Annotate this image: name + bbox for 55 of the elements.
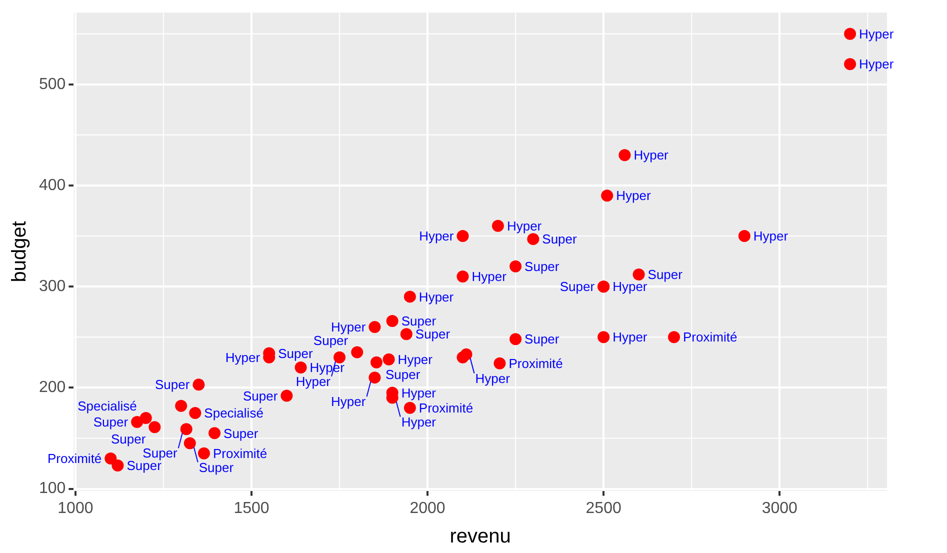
annotation: Proximité [682, 330, 738, 345]
y-tick-label: 500 [38, 76, 66, 93]
annotation: Hyper [401, 414, 437, 430]
annotation: Super [560, 279, 596, 294]
annotation: Hyper [859, 26, 894, 42]
annotation: Proximité [508, 356, 563, 371]
annotation: Hyper [753, 228, 789, 244]
y-tick-label: 200 [38, 379, 66, 396]
annotation: Super [224, 426, 259, 441]
annotation: Proximité [212, 446, 268, 461]
annotation: Hyper [612, 279, 648, 294]
annotation: Super [198, 460, 234, 475]
x-tick-label: 2500 [586, 500, 622, 517]
annotation: Super [415, 326, 451, 342]
annotation: Hyper [225, 350, 261, 365]
annotation: Hyper [331, 394, 366, 410]
annotation: Proximité [47, 451, 102, 466]
annotation: Super [278, 346, 314, 361]
annotation: Specialisé [78, 398, 137, 414]
annotation: Proximité [418, 400, 474, 416]
annotation: Super [243, 388, 278, 404]
annotation: Hyper [506, 218, 542, 234]
x-tick-label: 1000 [58, 500, 94, 517]
annotation: Super [648, 267, 684, 282]
y-axis-title: budget [8, 220, 31, 282]
annotation: Hyper [419, 228, 454, 244]
annotation: Hyper [612, 330, 648, 345]
annotation: Super [524, 258, 560, 274]
annotation: Super [524, 332, 560, 347]
annotation: Hyper [472, 269, 508, 284]
annotation: Hyper [634, 148, 670, 163]
annotation: Super [154, 377, 190, 392]
annotation: Specialisé [204, 406, 264, 421]
annotation: Super [110, 432, 146, 447]
y-tick-label: 400 [38, 176, 66, 194]
annotation: Hyper [859, 56, 894, 72]
annotation: Super [126, 458, 162, 474]
x-tick-label: 1500 [234, 500, 270, 517]
annotation: Super [93, 414, 129, 430]
x-axis-title: revenu [450, 526, 511, 548]
annotation: Hyper [398, 352, 434, 367]
x-tick-label: 3000 [762, 500, 798, 517]
annotation: Hyper [296, 374, 332, 389]
annotation: Super [542, 232, 578, 247]
y-tick-label: 100 [38, 480, 66, 498]
annotation: Super [385, 366, 421, 382]
annotation: Hyper [616, 188, 652, 204]
annotation: Super [401, 314, 437, 329]
annotation: Hyper [418, 289, 454, 304]
y-tick-label: 300 [38, 278, 66, 295]
annotation: Hyper [331, 320, 366, 335]
annotation: Hyper [475, 370, 511, 386]
annotation: Super [142, 446, 178, 461]
annotation: Hyper [401, 385, 437, 400]
x-tick-label: 2000 [410, 500, 446, 517]
